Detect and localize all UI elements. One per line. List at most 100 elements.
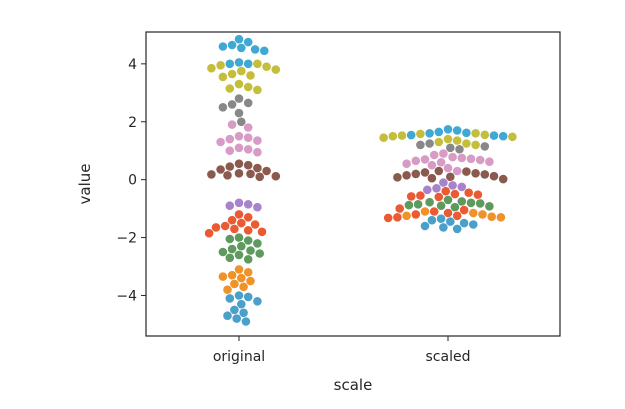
data-point: [403, 200, 414, 210]
data-point: [234, 290, 244, 301]
data-point: [234, 142, 244, 153]
data-point: [433, 126, 444, 137]
data-point: [206, 169, 217, 180]
data-point: [222, 284, 233, 295]
data-point: [392, 212, 403, 223]
data-point: [415, 190, 426, 201]
data-point: [243, 199, 254, 210]
data-point: [443, 134, 453, 144]
data-point: [243, 132, 254, 143]
data-point: [215, 164, 226, 175]
data-point: [261, 61, 272, 72]
data-point: [424, 138, 435, 149]
data-point: [252, 202, 263, 213]
data-point: [243, 58, 254, 69]
data-point: [250, 44, 260, 55]
data-point: [234, 158, 244, 169]
data-point: [252, 296, 263, 307]
data-point: [378, 132, 389, 143]
data-point: [475, 155, 486, 165]
data-point: [261, 166, 272, 176]
data-point: [489, 130, 499, 141]
y-tick-label: 2: [128, 115, 137, 131]
data-point: [401, 210, 412, 221]
data-point: [224, 252, 235, 263]
data-point: [461, 127, 472, 138]
data-point: [206, 63, 217, 74]
data-point: [252, 85, 263, 95]
data-point: [420, 206, 430, 217]
data-point: [456, 181, 467, 192]
data-point: [397, 130, 407, 141]
data-point: [229, 278, 240, 289]
data-point: [236, 241, 247, 252]
data-point: [236, 116, 247, 127]
data-point: [452, 135, 463, 146]
data-point: [236, 218, 247, 228]
data-point: [443, 124, 453, 135]
data-point: [415, 139, 426, 150]
data-point: [484, 156, 495, 167]
data-point: [227, 40, 237, 50]
data-point: [243, 225, 254, 236]
data-point: [438, 222, 449, 233]
data-point: [424, 197, 435, 208]
data-point: [227, 270, 237, 281]
data-point: [217, 41, 228, 52]
data-point: [204, 228, 214, 239]
data-point: [507, 131, 518, 142]
data-point: [424, 128, 435, 139]
data-point: [468, 208, 479, 218]
data-point: [406, 130, 417, 140]
data-point: [479, 141, 490, 152]
data-point: [224, 200, 235, 211]
x-axis-label: scale: [334, 376, 373, 394]
data-point: [470, 128, 481, 139]
data-point: [426, 173, 437, 184]
swarm-points: [204, 34, 518, 327]
data-point: [394, 203, 405, 214]
data-point: [236, 66, 247, 76]
y-tick-label: 4: [128, 57, 137, 73]
data-point: [259, 45, 270, 56]
data-point: [238, 281, 249, 292]
data-point: [433, 137, 444, 147]
data-point: [401, 170, 412, 181]
data-point: [257, 226, 267, 237]
data-point: [479, 169, 490, 180]
data-point: [426, 160, 437, 171]
y-tick-label: −2: [116, 231, 137, 247]
data-point: [217, 271, 228, 282]
data-point: [217, 72, 228, 82]
data-point: [243, 122, 254, 133]
data-point: [236, 43, 247, 53]
x-axis: original scaled: [213, 336, 470, 365]
data-point: [215, 60, 226, 71]
data-point: [234, 249, 244, 260]
data-point: [245, 70, 256, 81]
data-point: [452, 125, 463, 136]
data-point: [234, 108, 244, 118]
data-point: [243, 37, 254, 47]
data-point: [245, 276, 256, 286]
data-point: [498, 174, 509, 184]
y-axis-label: value: [76, 164, 94, 205]
data-point: [224, 145, 235, 156]
data-point: [234, 57, 244, 68]
data-point: [445, 216, 456, 227]
data-point: [250, 219, 260, 230]
data-point: [243, 291, 254, 302]
data-point: [240, 316, 251, 327]
data-point: [429, 150, 440, 160]
data-point: [479, 129, 490, 140]
data-point: [456, 152, 467, 163]
data-point: [466, 197, 476, 208]
data-point: [234, 168, 244, 179]
data-point: [470, 139, 481, 150]
data-point: [243, 98, 254, 108]
data-point: [489, 171, 499, 182]
data-point: [252, 147, 263, 158]
data-point: [243, 254, 254, 265]
data-point: [252, 58, 263, 69]
data-point: [254, 171, 265, 182]
